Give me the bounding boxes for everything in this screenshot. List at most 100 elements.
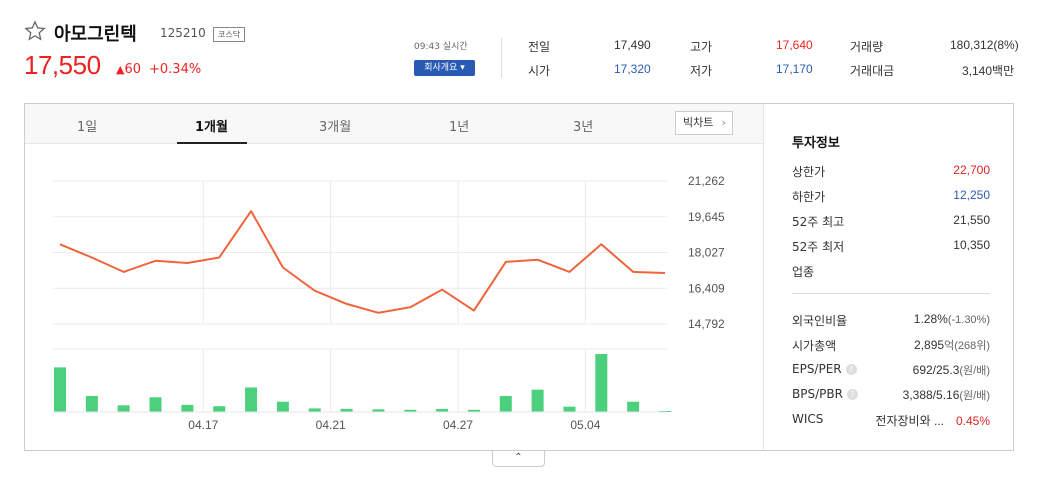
- chevron-up-icon: ⌃: [514, 452, 523, 463]
- volume-bar: [149, 397, 162, 412]
- x-tick-label: 04.27: [443, 418, 473, 432]
- invest-row-value-text: 2,895: [914, 338, 945, 352]
- invest-row-value: 692/25.3(원/배): [913, 362, 990, 378]
- volume-bar: [595, 354, 608, 412]
- volume-bar: [467, 409, 480, 412]
- price-chart: 21,262 19,645 18,027 16,409 14,792 04.17 04.21…: [53, 174, 725, 432]
- volume-bar: [531, 389, 544, 412]
- volume-bar: [245, 387, 258, 412]
- volume-bar: [563, 406, 576, 412]
- market-badge: 코스닥: [213, 27, 246, 42]
- invest-row-label-text: 외국인비율: [792, 314, 848, 328]
- volume-bar: [404, 409, 417, 412]
- realtime-timestamp: 09:43 실시간: [414, 42, 468, 52]
- low-label: 저가: [690, 64, 713, 78]
- invest-row-unit: (원/배): [959, 365, 990, 377]
- investment-info-panel: 투자정보 상한가 22,700 하한가 12,250 52주 최고 21,550 52주 최…: [763, 104, 1013, 450]
- divider: [501, 38, 502, 78]
- collapse-toggle-button[interactable]: ⌃: [492, 451, 545, 467]
- big-chart-label: 빅차트: [683, 116, 714, 129]
- volume-bar: [117, 405, 130, 412]
- invest-row-value: 21,550: [953, 213, 990, 227]
- invest-row-label: 하한가: [792, 190, 826, 204]
- change-value: 60: [124, 62, 142, 77]
- help-icon[interactable]: ?: [845, 364, 857, 375]
- volume-bar: [54, 367, 66, 412]
- chart-panel: 1일 1개월 3개월 1년 3년 빅차트 › 21,262 19,645 18,02…: [24, 103, 1014, 451]
- current-price: 17,550: [24, 50, 101, 80]
- tab-3month[interactable]: 3개월: [319, 120, 352, 135]
- invest-row-label: 52주 최고: [792, 215, 845, 229]
- invest-row-unit: (-1.30%): [947, 314, 990, 326]
- invest-row-value: 2,895억(268위): [914, 337, 990, 353]
- high-value: 17,640: [776, 38, 813, 52]
- y-tick-label: 14,792: [688, 317, 725, 331]
- tab-3year[interactable]: 3년: [573, 120, 594, 135]
- y-tick-label: 21,262: [688, 174, 725, 188]
- prev-close-value: 17,490: [614, 38, 651, 52]
- stock-code: 125210: [160, 26, 206, 40]
- invest-row-value-text: 전자장비와 ...: [875, 414, 944, 428]
- y-tick-label: 16,409: [688, 281, 725, 295]
- invest-info-title: 투자정보: [792, 136, 840, 151]
- invest-row-value: 전자장비와 ... 0.45%: [875, 412, 990, 429]
- tab-1day[interactable]: 1일: [77, 120, 98, 135]
- volume-bar: [436, 408, 449, 412]
- volume-bar: [308, 408, 321, 412]
- volume-bar: [181, 404, 194, 412]
- volume-label: 거래량: [850, 40, 884, 54]
- company-overview-button[interactable]: 회사개요 ▾: [414, 60, 475, 76]
- invest-row-label: 시가총액: [792, 337, 836, 354]
- invest-row-value-text: 692/25.3: [912, 363, 960, 377]
- invest-row-label: 업종: [792, 265, 815, 279]
- invest-row-label: 52주 최저: [792, 240, 845, 254]
- volume-bar: [627, 401, 640, 412]
- help-icon[interactable]: ?: [846, 389, 858, 400]
- invest-row-label: BPS/PBR?: [792, 387, 858, 401]
- volume-bar: [499, 395, 512, 412]
- low-value: 17,170: [776, 62, 813, 76]
- invest-row-label: 상한가: [792, 165, 826, 179]
- volume-bar: [340, 408, 353, 412]
- invest-row-label-text: EPS/PER: [792, 362, 842, 376]
- volume-bar: [85, 395, 98, 412]
- open-label: 시가: [528, 64, 551, 78]
- change-percent: +0.34%: [149, 62, 202, 77]
- prev-close-label: 전일: [528, 40, 551, 54]
- volume-bar: [372, 409, 385, 412]
- favorite-star-icon[interactable]: [24, 20, 46, 42]
- invest-row-unit: 억(268위): [944, 340, 990, 352]
- volume-bar: [213, 406, 226, 412]
- volume-value: 180,312(8%): [950, 38, 1019, 52]
- volume-bar: [276, 401, 289, 412]
- open-value: 17,320: [614, 62, 651, 76]
- tab-1month[interactable]: 1개월: [195, 120, 228, 135]
- high-label: 고가: [690, 40, 713, 54]
- invest-row-value: 3,388/5.16(원/배): [903, 387, 990, 403]
- x-tick-label: 05.04: [570, 418, 600, 432]
- stock-name: 아모그린텍: [54, 24, 137, 45]
- active-tab-indicator: [177, 142, 247, 144]
- invest-row-label: EPS/PER?: [792, 362, 857, 376]
- amount-label: 거래대금: [850, 64, 895, 78]
- invest-row-label-text: WICS: [792, 412, 824, 426]
- up-arrow-icon: ▲: [116, 63, 125, 76]
- invest-row-value: 12,250: [953, 188, 990, 202]
- invest-row-label-text: 시가총액: [792, 339, 837, 353]
- invest-row-value-text: 3,388/5.16: [902, 388, 960, 402]
- y-tick-label: 18,027: [688, 246, 725, 260]
- period-tabs: 1일 1개월 3개월 1년 3년 빅차트 ›: [25, 104, 763, 144]
- big-chart-button[interactable]: 빅차트 ›: [675, 111, 733, 135]
- amount-value: 3,140백만: [962, 64, 1015, 78]
- invest-row-label: WICS: [792, 412, 823, 426]
- invest-row-unit: (원/배): [959, 390, 990, 402]
- sector-change-value: 0.45%: [955, 414, 990, 428]
- divider: [792, 293, 990, 294]
- invest-row-value-text: 1.28%: [913, 312, 948, 326]
- tab-1year[interactable]: 1년: [449, 120, 470, 135]
- chevron-right-icon: ›: [721, 116, 726, 129]
- invest-row-value: 10,350: [953, 238, 990, 252]
- price-series-line: [59, 210, 666, 314]
- price-info-grid: 전일 17,490 시가 17,320 고가 17,640 저가 17,170 …: [528, 38, 1019, 78]
- y-tick-label: 19,645: [688, 210, 725, 224]
